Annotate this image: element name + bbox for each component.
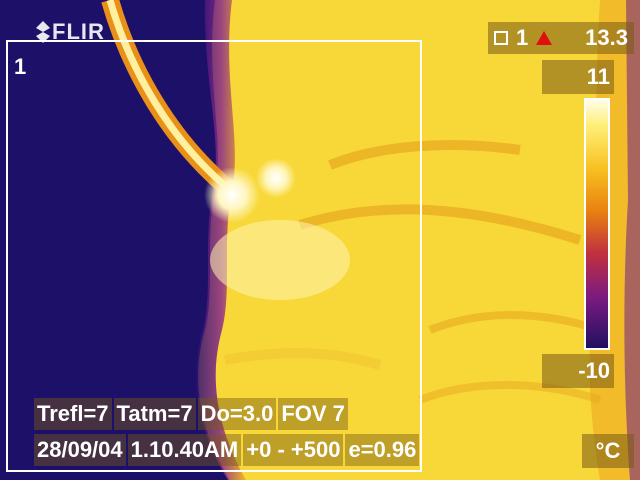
- max-triangle-icon: [536, 31, 553, 45]
- scale-min-label: -10: [542, 354, 614, 388]
- reflected-temperature: Trefl=7: [34, 398, 112, 430]
- atmospheric-temperature: Tatm=7: [113, 398, 196, 430]
- box-readout: 1 13.3: [488, 22, 634, 54]
- emissivity: e=0.96: [345, 434, 420, 466]
- parameter-row: Trefl=7 Tatm=7 Do=3.0 FOV 7: [34, 398, 348, 430]
- temperature-unit: °C: [582, 434, 634, 468]
- readout-spot-number: 1: [516, 25, 529, 50]
- box-icon: [494, 31, 508, 45]
- brand-name: FLIR: [52, 19, 105, 44]
- object-distance: Do=3.0: [197, 398, 277, 430]
- capture-date: 28/09/04: [34, 434, 126, 466]
- flir-logo: FLIR: [36, 18, 105, 46]
- temperature-range: +0 - +500: [243, 434, 344, 466]
- flir-logo-icon: [36, 21, 50, 43]
- capture-time: 1.10.40AM: [127, 434, 242, 466]
- temperature-color-scale: [584, 98, 610, 350]
- field-of-view: FOV 7: [278, 398, 348, 430]
- scale-max-label: 11: [542, 60, 614, 94]
- readout-value: 13.3: [585, 25, 628, 50]
- status-row: 28/09/04 1.10.40AM +0 - +500 e=0.96: [34, 434, 420, 466]
- measurement-box[interactable]: [6, 40, 422, 472]
- measurement-box-label: 1: [14, 54, 27, 79]
